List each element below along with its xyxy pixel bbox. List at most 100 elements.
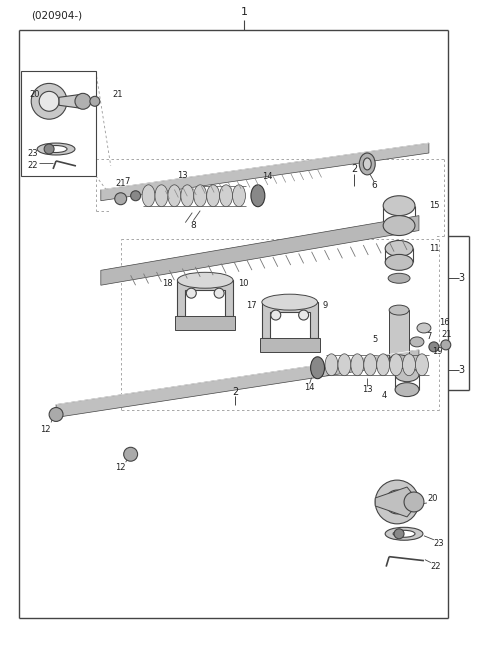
Ellipse shape (383, 216, 415, 235)
Circle shape (429, 342, 439, 352)
Text: 21: 21 (113, 90, 123, 99)
Circle shape (441, 340, 451, 350)
Ellipse shape (325, 354, 338, 376)
Text: 2: 2 (232, 387, 238, 396)
Circle shape (124, 447, 138, 462)
Polygon shape (389, 310, 409, 360)
Ellipse shape (232, 185, 245, 207)
Ellipse shape (45, 146, 67, 153)
Text: 23: 23 (27, 150, 38, 159)
Ellipse shape (385, 240, 413, 256)
Text: 14: 14 (304, 383, 315, 392)
Circle shape (271, 310, 281, 320)
Text: 2: 2 (351, 164, 358, 174)
Ellipse shape (383, 196, 415, 216)
Text: 15: 15 (429, 202, 439, 210)
Ellipse shape (410, 337, 424, 347)
Circle shape (385, 490, 409, 514)
Ellipse shape (385, 254, 413, 270)
Ellipse shape (395, 383, 419, 396)
Circle shape (44, 144, 54, 154)
Polygon shape (101, 216, 419, 285)
Text: 5: 5 (372, 335, 377, 345)
Ellipse shape (417, 323, 431, 333)
Circle shape (131, 191, 141, 201)
Circle shape (299, 310, 309, 320)
Text: 7: 7 (426, 332, 432, 341)
Text: 21: 21 (116, 179, 126, 188)
Text: 11: 11 (429, 244, 439, 253)
Text: (020904-): (020904-) (31, 11, 83, 21)
Circle shape (31, 83, 67, 119)
Ellipse shape (351, 354, 364, 376)
Circle shape (375, 480, 419, 524)
Circle shape (404, 492, 424, 512)
Ellipse shape (377, 354, 390, 376)
Ellipse shape (395, 368, 419, 382)
Ellipse shape (364, 354, 377, 376)
Ellipse shape (181, 185, 194, 207)
Text: 9: 9 (323, 300, 328, 309)
Ellipse shape (385, 527, 423, 540)
Text: 19: 19 (432, 347, 443, 356)
Circle shape (90, 96, 100, 106)
Text: 21: 21 (442, 330, 452, 339)
Text: 13: 13 (362, 385, 372, 394)
Ellipse shape (155, 185, 168, 207)
Text: 23: 23 (434, 540, 444, 548)
Polygon shape (175, 316, 235, 330)
Ellipse shape (363, 158, 371, 170)
Polygon shape (178, 280, 233, 316)
Text: 20: 20 (427, 495, 437, 504)
Ellipse shape (388, 273, 410, 283)
Text: 13: 13 (177, 172, 188, 180)
Ellipse shape (360, 153, 375, 175)
Ellipse shape (168, 185, 181, 207)
Ellipse shape (390, 354, 403, 376)
Text: 17: 17 (246, 300, 257, 309)
Text: 22: 22 (431, 562, 442, 571)
Ellipse shape (416, 354, 429, 376)
Polygon shape (56, 350, 419, 417)
Text: 8: 8 (191, 221, 196, 230)
Circle shape (75, 94, 91, 109)
Ellipse shape (37, 143, 75, 155)
Text: 4: 4 (382, 391, 387, 400)
Ellipse shape (311, 357, 324, 379)
Bar (21, 72, 96, 176)
Ellipse shape (262, 294, 318, 310)
Text: 22: 22 (27, 161, 38, 170)
Polygon shape (262, 302, 318, 338)
Circle shape (49, 408, 63, 421)
Ellipse shape (142, 185, 155, 207)
Ellipse shape (403, 354, 416, 376)
Ellipse shape (251, 185, 265, 207)
Ellipse shape (393, 530, 415, 538)
Text: 6: 6 (372, 181, 377, 190)
Text: 12: 12 (116, 463, 126, 472)
Circle shape (394, 529, 404, 539)
Polygon shape (260, 338, 320, 352)
Ellipse shape (207, 185, 220, 207)
Text: 18: 18 (162, 279, 172, 288)
Ellipse shape (338, 354, 351, 376)
Ellipse shape (220, 185, 232, 207)
Circle shape (186, 288, 196, 298)
Text: 10: 10 (238, 279, 249, 288)
Ellipse shape (389, 355, 409, 365)
Polygon shape (101, 143, 429, 201)
Polygon shape (375, 487, 419, 517)
Text: 7: 7 (124, 177, 129, 187)
Circle shape (115, 193, 127, 205)
Text: 14: 14 (263, 172, 273, 181)
Text: 3: 3 (459, 365, 465, 375)
Circle shape (214, 288, 224, 298)
Ellipse shape (194, 185, 207, 207)
Text: 12: 12 (40, 425, 50, 434)
Text: 3: 3 (459, 273, 465, 283)
Text: 1: 1 (240, 6, 248, 17)
Text: 20: 20 (29, 90, 40, 99)
Circle shape (39, 92, 59, 111)
Polygon shape (59, 94, 81, 109)
Text: 16: 16 (439, 317, 449, 326)
